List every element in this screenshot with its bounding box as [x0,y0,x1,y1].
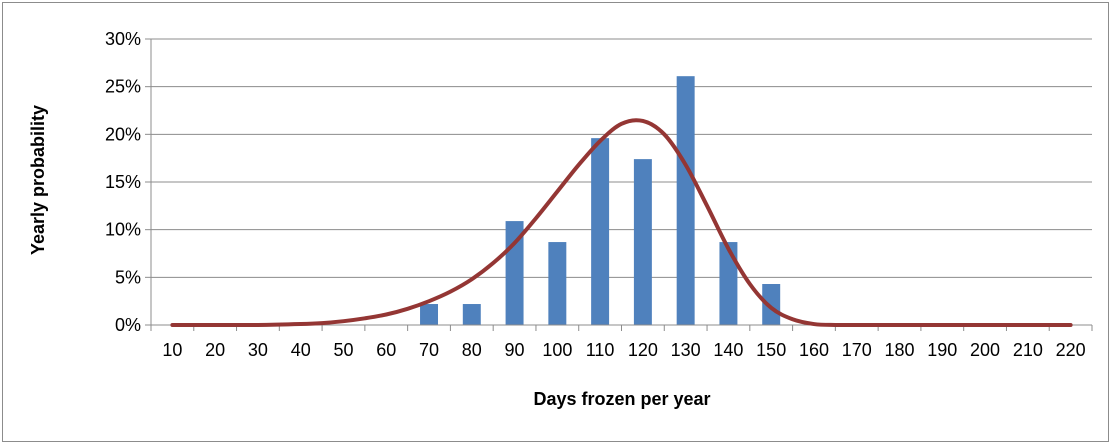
y-tick-label: 15% [105,172,141,192]
x-tick-label: 220 [1056,340,1086,360]
x-tick-label: 180 [884,340,914,360]
y-tick-label: 0% [115,315,141,335]
x-axis-title: Days frozen per year [533,389,710,409]
y-axis-title: Yearly probability [28,105,48,255]
x-tick-label: 120 [628,340,658,360]
x-tick-label: 80 [462,340,482,360]
chart-svg: 0% 5% 10% 15% 20% 25% 30% 10 20 30 40 50 60 70 80 90 100… [28,29,1093,409]
y-tick-label: 30% [105,29,141,49]
x-tick-label: 10 [162,340,182,360]
bar-130 [676,76,695,326]
x-tick-label: 40 [291,340,311,360]
x-tick-label: 90 [505,340,525,360]
x-tick-label: 110 [586,340,615,360]
bar-70 [420,304,439,325]
x-tick-label: 20 [205,340,225,360]
bar-120 [633,159,652,325]
x-tick-label: 60 [376,340,396,360]
x-tick-label: 30 [248,340,268,360]
grid-layer [151,38,1092,278]
bar-80 [462,304,481,325]
bar-layer [420,76,781,326]
label-layer: 0% 5% 10% 15% 20% 25% 30% 10 20 30 40 50 60 70 80 90 100… [105,29,1086,360]
bar-110 [591,138,610,325]
y-tick-label: 25% [105,77,141,97]
x-tick-label: 150 [756,340,786,360]
x-tick-label: 50 [333,340,353,360]
x-tick-label: 170 [842,340,872,360]
y-tick-label: 20% [105,124,141,144]
x-tick-label: 70 [419,340,439,360]
x-tick-label: 100 [542,340,572,360]
bar-100 [548,242,567,325]
x-tick-label: 190 [927,340,957,360]
x-tick-label: 140 [713,340,743,360]
fitted-curve-line [170,118,1073,327]
axis-layer [145,38,1093,331]
y-tick-label: 10% [105,220,141,240]
x-tick-label: 130 [671,340,701,360]
x-tick-label: 160 [799,340,829,360]
y-tick-label: 5% [115,267,141,287]
bar-150 [762,284,781,325]
x-tick-label: 200 [970,340,1000,360]
bar-140 [719,242,738,325]
x-tick-label: 210 [1013,340,1043,360]
line-layer [170,118,1073,327]
